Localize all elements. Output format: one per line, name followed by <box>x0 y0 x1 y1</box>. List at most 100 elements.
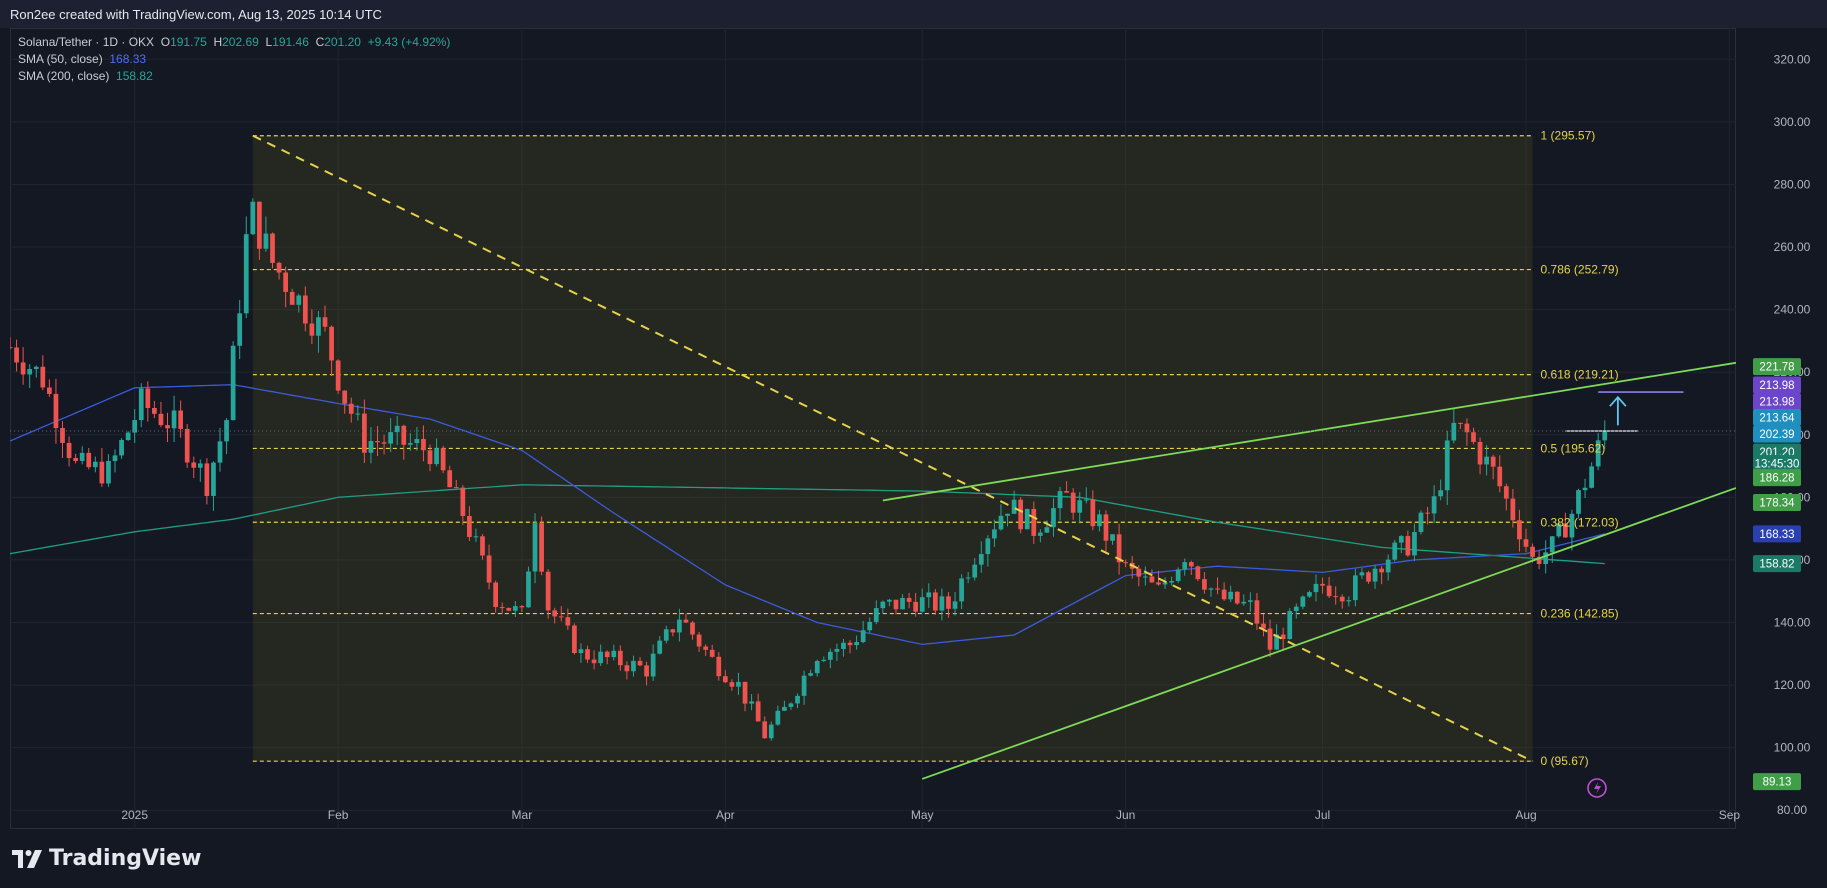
candle-body <box>1320 583 1325 586</box>
candle-body <box>1372 568 1378 582</box>
candle-body <box>696 634 702 647</box>
candle-body <box>388 432 394 444</box>
candle-body <box>1431 496 1437 514</box>
candle-body <box>1005 513 1010 516</box>
candle-body <box>1274 634 1279 650</box>
candle-body <box>125 432 131 441</box>
candle-body <box>230 345 236 421</box>
candle-body <box>1175 569 1181 582</box>
target-arrow-head <box>1609 395 1627 407</box>
candle-body <box>165 425 170 429</box>
candle-body <box>1543 552 1549 565</box>
candle-body <box>138 388 144 421</box>
candle-body <box>1510 498 1516 521</box>
symbol-label[interactable]: Solana/Tether · 1D · OKX <box>18 35 155 49</box>
candle-body <box>14 347 19 363</box>
candle-body <box>178 410 183 429</box>
tradingview-logo[interactable]: TradingView <box>12 846 201 871</box>
candle-body <box>841 642 846 649</box>
price-tag-box <box>1753 494 1801 512</box>
sma50-row[interactable]: SMA (50, close) 168.33 <box>18 51 450 68</box>
fib-diagonal-line <box>252 134 1533 763</box>
candle-body <box>79 452 85 461</box>
candle-body <box>197 463 203 468</box>
attribution-text: Ron2ee created with TradingView.com, Aug… <box>10 7 382 22</box>
candle-body <box>1261 623 1266 629</box>
candle-body <box>263 233 269 249</box>
candle-body <box>992 529 997 539</box>
candle-body <box>250 201 256 235</box>
price-tag-label: 202.39 <box>1759 429 1794 441</box>
candle-body <box>99 461 105 484</box>
candle-body <box>893 599 899 610</box>
candle-body <box>362 413 367 453</box>
candle-body <box>1530 546 1535 557</box>
candle-body <box>1458 422 1463 424</box>
candle-body <box>1307 592 1312 597</box>
candle-body <box>243 234 249 314</box>
candle-body <box>959 578 964 602</box>
candle-body <box>1090 499 1096 527</box>
candle-body <box>480 536 485 556</box>
candle-body <box>1169 581 1174 583</box>
y-tick-label: 320.00 <box>1774 52 1811 66</box>
candle-body <box>1589 466 1594 488</box>
candle-body <box>578 649 584 654</box>
candle-body <box>296 295 302 305</box>
candle-body <box>690 622 695 635</box>
candle-body <box>368 441 374 453</box>
sma200-row[interactable]: SMA (200, close) 158.82 <box>18 68 450 85</box>
low-label: L <box>265 35 273 49</box>
price-tag-label: 213.98 <box>1759 397 1794 409</box>
price-tag-label: 213.98 <box>1759 380 1794 392</box>
candle-body <box>952 601 958 609</box>
candle-body <box>1011 499 1017 514</box>
price-tag-box <box>1753 393 1801 411</box>
candle-body <box>572 625 577 654</box>
candle-body <box>1110 534 1115 541</box>
candle-body <box>716 656 722 677</box>
candle-body <box>427 450 433 465</box>
candle-body <box>1057 491 1063 509</box>
candle-body <box>585 649 590 660</box>
candle-body <box>27 369 33 375</box>
candle-body <box>329 326 334 361</box>
candle-body <box>33 366 39 370</box>
candle-body <box>1352 575 1358 601</box>
candle-body <box>782 706 787 711</box>
y-tick-label: 240.00 <box>1774 303 1811 317</box>
candle-body <box>709 649 715 657</box>
candle-body <box>1576 490 1581 514</box>
candle-body <box>1267 628 1273 650</box>
candle-body <box>434 448 439 465</box>
x-tick-label: Feb <box>328 808 349 822</box>
high-value: 202.69 <box>222 35 259 49</box>
candle-body <box>611 650 617 658</box>
candle-body <box>1077 500 1083 513</box>
x-tick-label: Jun <box>1116 808 1135 822</box>
tradingview-logo-text: TradingView <box>49 846 202 871</box>
candle-body <box>887 599 892 602</box>
candle-body <box>1123 562 1129 564</box>
chart-pane-border <box>10 28 1736 829</box>
alert-icon[interactable] <box>1587 778 1607 798</box>
candle-body <box>703 646 709 650</box>
candle-body <box>847 642 853 646</box>
candle-body <box>873 608 879 622</box>
candle-body <box>1477 442 1483 465</box>
candle-body <box>1602 431 1608 441</box>
drawing-overlays <box>10 134 1736 780</box>
candle-body <box>86 452 92 468</box>
candle-body <box>132 420 138 433</box>
candle-body <box>742 681 748 704</box>
candle-body <box>736 681 741 687</box>
candle-body <box>1051 508 1056 528</box>
low-value: 191.46 <box>272 35 309 49</box>
candle-body <box>670 629 676 633</box>
candle-body <box>302 295 308 324</box>
candle-body <box>755 701 761 722</box>
candle-body <box>1313 583 1319 593</box>
candle-body <box>1563 523 1568 538</box>
candle-body <box>1031 508 1037 536</box>
